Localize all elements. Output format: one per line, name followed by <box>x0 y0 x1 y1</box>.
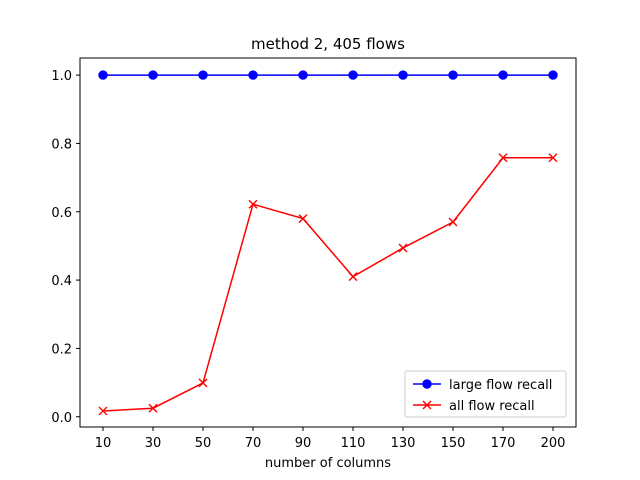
data-point-1 <box>98 70 108 80</box>
data-point-2 <box>248 199 258 209</box>
data-point-1 <box>348 70 358 80</box>
data-point-1 <box>548 70 558 80</box>
x-tick-label: 10 <box>95 436 112 451</box>
x-tick-label: 90 <box>295 436 312 451</box>
y-tick-label: 1.0 <box>51 69 72 84</box>
y-tick-label: 0.2 <box>51 342 72 357</box>
data-point-1 <box>148 70 158 80</box>
legend-label-1: large flow recall <box>449 378 552 393</box>
data-point-1 <box>248 70 258 80</box>
x-tick-label: 50 <box>195 436 212 451</box>
y-tick-label: 0.6 <box>51 206 72 221</box>
data-point-2 <box>398 243 408 253</box>
x-tick-label: 110 <box>341 436 366 451</box>
data-point-2 <box>98 406 108 416</box>
x-tick-label: 200 <box>541 436 566 451</box>
y-axis: 0.0 0.2 0.4 0.6 0.8 1.0 <box>51 69 80 426</box>
data-point-1 <box>498 70 508 80</box>
x-axis-label: number of columns <box>265 456 391 471</box>
x-tick-label: 130 <box>391 436 416 451</box>
series-layer <box>98 70 558 416</box>
data-point-2 <box>148 403 158 413</box>
data-point-2 <box>198 378 208 388</box>
data-point-1 <box>298 70 308 80</box>
y-tick-label: 0.0 <box>51 411 72 426</box>
x-tick-label: 70 <box>245 436 262 451</box>
x-tick-label: 150 <box>441 436 466 451</box>
chart-title: method 2, 405 flows <box>251 35 405 53</box>
x-tick-label: 170 <box>491 436 516 451</box>
data-point-2 <box>348 272 358 282</box>
data-point-2 <box>448 217 458 227</box>
y-tick-label: 0.4 <box>51 274 72 289</box>
legend-marker-1 <box>422 379 432 389</box>
data-point-1 <box>198 70 208 80</box>
data-point-2 <box>548 153 558 163</box>
plot-frame <box>79 57 577 428</box>
legend: large flow recall all flow recall <box>404 370 567 418</box>
data-point-2 <box>298 214 308 224</box>
legend-marker-2 <box>422 400 432 410</box>
x-axis: 10 30 50 70 90 110 130 150 170 200 <box>95 427 566 451</box>
data-point-1 <box>448 70 458 80</box>
x-tick-label: 30 <box>145 436 162 451</box>
legend-label-2: all flow recall <box>449 399 535 414</box>
data-point-1 <box>398 70 408 80</box>
legend-box <box>404 370 567 418</box>
y-tick-label: 0.8 <box>51 137 72 152</box>
data-point-2 <box>498 153 508 163</box>
series-line-2 <box>102 157 553 412</box>
